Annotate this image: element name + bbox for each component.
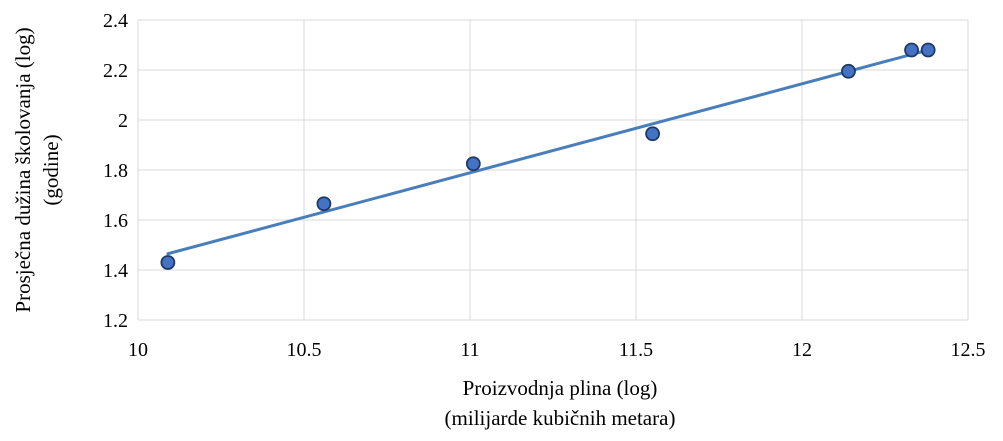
y-tick-label: 1.6 [103, 210, 128, 232]
x-tick-label: 11.5 [619, 339, 653, 361]
gridlines [137, 19, 969, 321]
data-point [645, 126, 660, 142]
data-point [160, 255, 176, 270]
trendline-layer [166, 48, 930, 256]
data-point [465, 156, 481, 172]
data-point [904, 42, 919, 58]
y-tick-label: 2.4 [103, 10, 128, 32]
x-axis-ticks: 10 10.5 11 11.5 12 12.5 [128, 339, 986, 361]
data-points [160, 42, 936, 270]
x-axis-title: Proizvodnja plina (log) (milijarde kubič… [445, 376, 676, 430]
trendline [166, 48, 930, 256]
y-tick-label: 1.8 [103, 160, 128, 182]
y-axis-title-line2: (godine) [39, 134, 63, 205]
y-tick-label: 2.2 [103, 60, 128, 82]
x-tick-label: 10 [128, 339, 148, 361]
y-tick-label: 1.4 [103, 260, 128, 282]
y-axis-title-line1: Prosječna dužina školovanja (log) [11, 27, 35, 312]
data-point [920, 42, 936, 58]
y-axis-ticks: 1.2 1.4 1.6 1.8 2 2.2 2.4 [103, 10, 128, 332]
y-axis-title: Prosječna dužina školovanja (log) (godin… [11, 27, 63, 312]
y-tick-label: 2 [118, 110, 128, 132]
x-tick-label: 12.5 [951, 339, 986, 361]
y-tick-label: 1.2 [103, 310, 128, 332]
x-axis-title-line1: Proizvodnja plina (log) [463, 376, 658, 400]
data-point [841, 63, 856, 79]
x-axis-title-line2: (milijarde kubičnih metara) [445, 406, 676, 430]
data-point [316, 196, 332, 212]
x-tick-label: 10.5 [287, 339, 322, 361]
x-tick-label: 11 [460, 339, 479, 361]
x-tick-label: 12 [792, 339, 812, 361]
